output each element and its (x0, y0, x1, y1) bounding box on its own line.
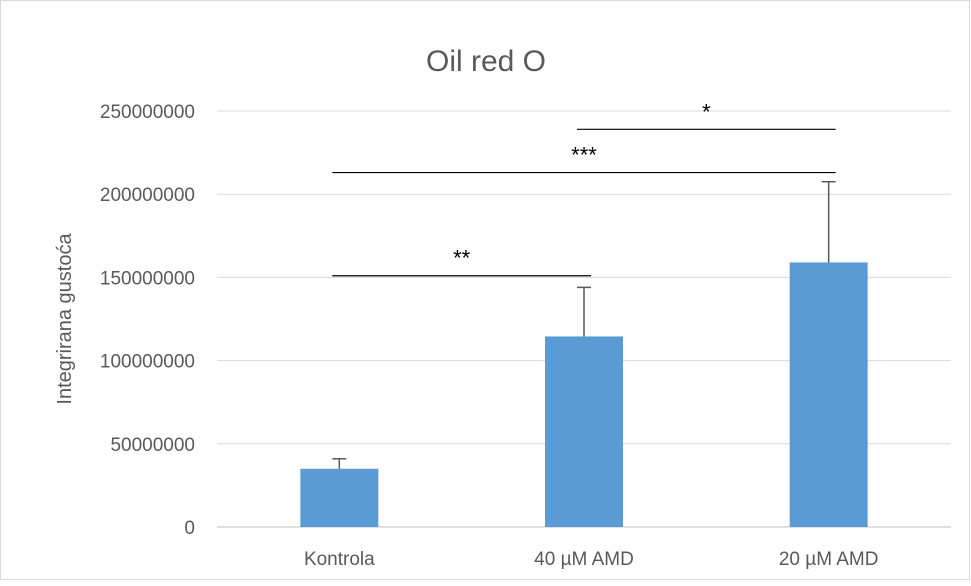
chart-title: Oil red O (426, 45, 546, 78)
x-tick-label: Kontrola (304, 549, 375, 570)
y-tick-label: 50000000 (110, 435, 195, 456)
y-tick-label: 100000000 (100, 352, 195, 373)
significance-label: * (702, 99, 711, 124)
bar (789, 262, 868, 527)
y-tick-label: 0 (184, 518, 195, 539)
error-bars (332, 180, 836, 469)
axis-ticks: 0 50000000 100000000 150000000 200000000 2500… (100, 102, 879, 570)
significance-label: *** (571, 143, 597, 168)
significance-label: ** (453, 246, 471, 271)
bar (300, 468, 379, 527)
bar (545, 336, 623, 527)
x-tick-label: 20 µM AMD (779, 549, 879, 570)
x-tick-label: 40 µM AMD (534, 549, 634, 570)
error-bar (821, 180, 836, 263)
y-tick-label: 250000000 (100, 102, 195, 123)
bars (300, 262, 868, 527)
error-bar (577, 286, 591, 337)
y-axis-label: Integrirana gustoća (54, 233, 76, 405)
significance-brackets: ****** (332, 99, 836, 277)
y-tick-label: 200000000 (100, 185, 195, 206)
y-tick-label: 150000000 (100, 268, 195, 289)
error-bar (332, 458, 347, 469)
